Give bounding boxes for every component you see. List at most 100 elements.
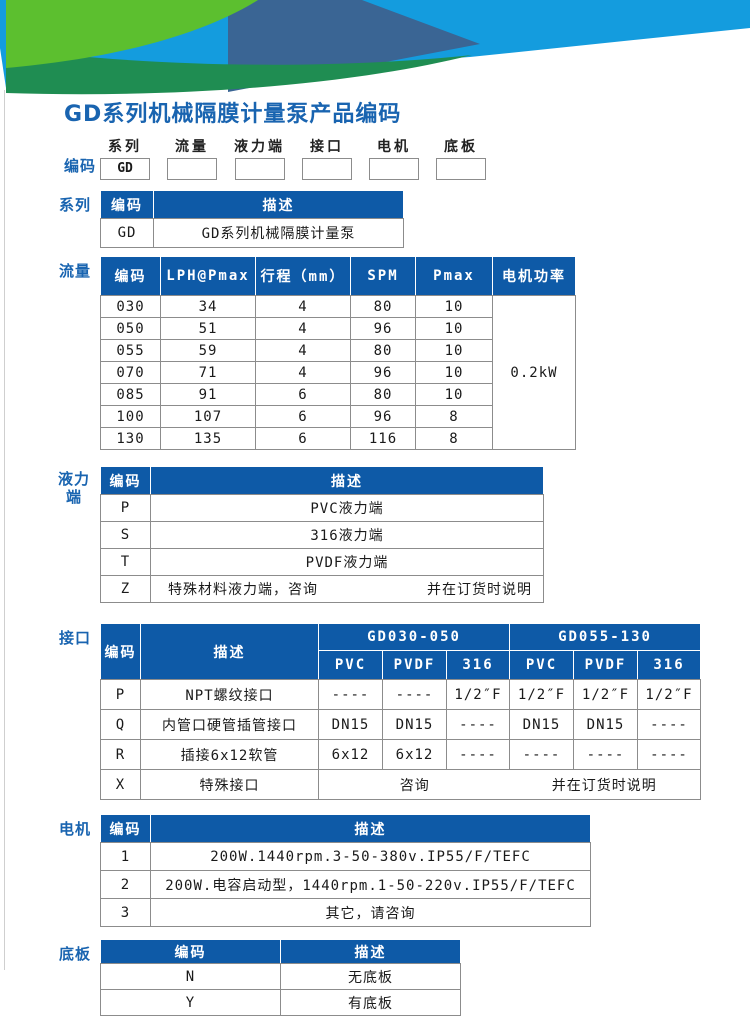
cell: NPT螺纹接口 — [140, 679, 319, 710]
cell: P — [100, 679, 141, 710]
code-field-label: 液力端 — [234, 139, 286, 155]
cell: ---- — [637, 709, 701, 740]
table-row: T PVDF液力端 — [100, 548, 544, 576]
cell: DN15 — [573, 709, 638, 740]
cell: ---- — [318, 679, 383, 710]
section-label-interface: 接口 — [58, 629, 91, 647]
table-row: N 无底板 — [100, 963, 461, 990]
code-field-series: 系列 GD — [100, 136, 151, 180]
code-box-liquid-end — [234, 158, 285, 180]
col-header: 编码 — [100, 190, 154, 219]
cell: 1 — [100, 842, 151, 871]
cell: 100 — [100, 405, 161, 428]
table-row: 3 其它，请咨询 — [100, 898, 591, 927]
cell: 135 — [160, 427, 256, 450]
cell: 1/2″F — [637, 679, 701, 710]
code-box-motor — [369, 158, 420, 180]
code-field-label: 接口 — [310, 139, 345, 155]
cell: 4 — [255, 361, 351, 384]
col-header: 描述 — [150, 466, 544, 495]
col-header: PVDF — [573, 650, 638, 680]
col-header: 描述 — [150, 814, 591, 843]
code-field-liquid-end: 液力端 — [234, 136, 285, 180]
code-field-interface: 接口 — [302, 136, 353, 180]
header-row: 编码 LPH@Pmax 行程（mm） SPM Pmax 电机功率 — [100, 256, 576, 296]
cell: DN15 — [382, 709, 447, 740]
table-row: 070 71 4 96 10 — [100, 361, 576, 384]
header-row: 编码 描述 — [100, 190, 404, 219]
cell: 8 — [415, 405, 493, 428]
cell: 咨询 并在订货时说明 — [318, 769, 701, 800]
section-series: 系列 编码 描述 GD GD系列机械隔膜计量泵 — [6, 190, 750, 248]
col-header: 编码 — [100, 939, 281, 964]
cell: 316液力端 — [150, 521, 544, 549]
code-field-base: 底板 — [436, 136, 487, 180]
cell: 8 — [415, 427, 493, 450]
col-header: PVC — [509, 650, 574, 680]
col-header: 编码 — [100, 814, 151, 843]
cell: 80 — [350, 383, 416, 406]
cell: GD — [100, 218, 154, 248]
banner-graphic — [0, 0, 750, 95]
cell: 6 — [255, 405, 351, 428]
code-field-label: 底板 — [444, 139, 479, 155]
cell: 80 — [350, 339, 416, 362]
cell: 10 — [415, 339, 493, 362]
col-header: 描述 — [280, 939, 461, 964]
code-box-series: GD — [100, 158, 151, 180]
section-liquid-end: 液力端 编码 描述 P PVC液力端 S 316液力端 T PVDF液力端 Z … — [6, 466, 750, 603]
cell: 130 — [100, 427, 161, 450]
cell: 无底板 — [280, 963, 461, 990]
cell: 1/2″F — [509, 679, 574, 710]
cell: DN15 — [509, 709, 574, 740]
table-row: 030 34 4 80 10 0.2kW — [100, 295, 576, 450]
col-header: 行程（mm） — [255, 256, 351, 296]
col-header: 316 — [446, 650, 510, 680]
cell: 200W.电容启动型，1440rpm.1-50-220v.IP55/F/TEFC — [150, 870, 591, 899]
col-header: SPM — [350, 256, 416, 296]
cell: 4 — [255, 339, 351, 362]
cell: 10 — [415, 361, 493, 384]
section-label-base: 底板 — [58, 945, 91, 963]
cell: T — [100, 548, 151, 576]
cell: 10 — [415, 295, 493, 318]
cell: 200W.1440rpm.3-50-380v.IP55/F/TEFC — [150, 842, 591, 871]
cell: 10 — [415, 317, 493, 340]
cell: 特殊接口 — [140, 769, 319, 800]
cell: 6x12 — [382, 739, 447, 770]
base-table: 编码 描述 N 无底板 Y 有底板 — [100, 939, 461, 1016]
interface-table: 编码 描述 GD030-050 GD055-130 PVC PVDF 316 P… — [100, 623, 701, 800]
cell: 插接6x12软管 — [140, 739, 319, 770]
table-row: Q 内管口硬管插管接口 DN15 DN15 ---- DN15 DN15 ---… — [100, 709, 701, 740]
col-header: 编码 — [100, 256, 161, 296]
cell: ---- — [509, 739, 574, 770]
cell: 4 — [255, 317, 351, 340]
banner-teal-shape — [6, 48, 472, 95]
header-row: 编码 描述 GD030-050 GD055-130 — [100, 623, 701, 680]
table-row: X 特殊接口 咨询 并在订货时说明 — [100, 769, 701, 800]
cell: 特殊材料液力端，咨询 并在订货时说明 — [150, 575, 544, 603]
table-row: 1 200W.1440rpm.3-50-380v.IP55/F/TEFC — [100, 842, 591, 871]
table-row: 2 200W.电容启动型，1440rpm.1-50-220v.IP55/F/TE… — [100, 870, 591, 899]
page-title: GD系列机械隔膜计量泵产品编码 — [64, 102, 402, 127]
cell: Q — [100, 709, 141, 740]
table-row: GD GD系列机械隔膜计量泵 — [100, 218, 404, 248]
cell: 59 — [160, 339, 256, 362]
section-label-liquid-end: 液力端 — [57, 470, 90, 506]
cell: R — [100, 739, 141, 770]
cell: 085 — [100, 383, 161, 406]
cell: 80 — [350, 295, 416, 318]
col-header: 描述 — [140, 623, 319, 680]
cell: 96 — [350, 317, 416, 340]
cell: 4 — [255, 295, 351, 318]
cell: 6 — [255, 427, 351, 450]
series-table: 编码 描述 GD GD系列机械隔膜计量泵 — [100, 190, 404, 248]
col-header: 编码 — [100, 623, 141, 680]
page-edge-line — [4, 90, 5, 970]
col-header: PVDF — [382, 650, 447, 680]
code-field-motor: 电机 — [369, 136, 420, 180]
cell: Z — [100, 575, 151, 603]
cell: N — [100, 963, 281, 990]
cell: 107 — [160, 405, 256, 428]
cell: 3 — [100, 898, 151, 927]
